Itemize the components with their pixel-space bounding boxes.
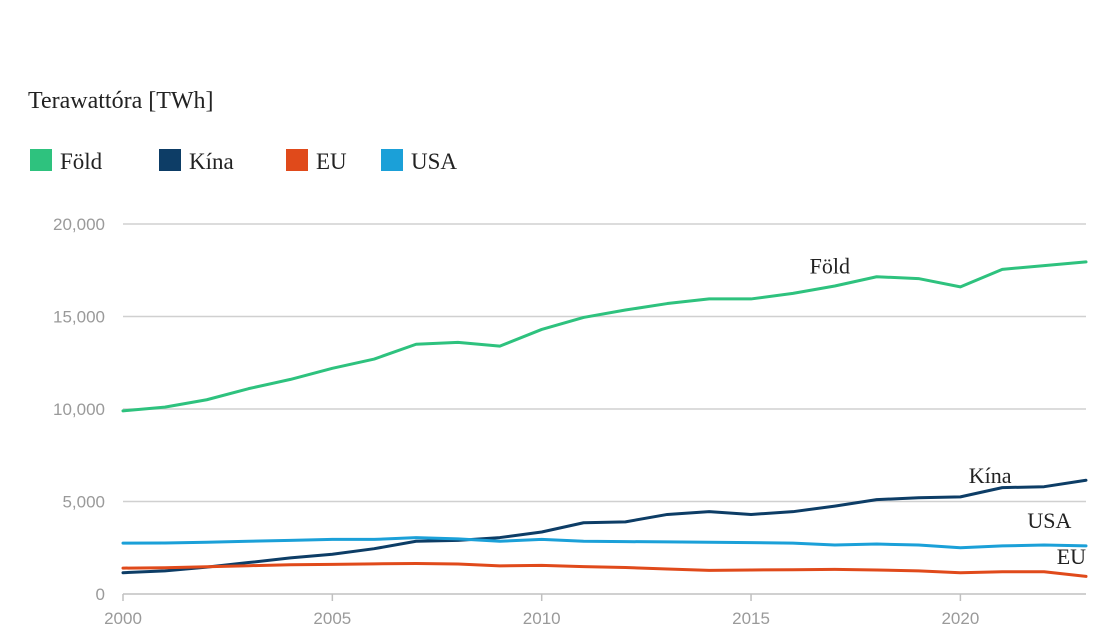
series-line-EU [121,561,1088,578]
series-labels: Föld Kína EU USA [810,253,1086,568]
x-tick-label: 2010 [523,609,561,628]
series-end-label: Föld [810,253,850,278]
x-axis-ticks: 2000 2005 2010 2015 2020 [104,594,979,628]
series-end-label: Kína [969,463,1012,488]
y-tick-label: 15,000 [53,308,105,327]
legend-swatch [30,149,52,171]
legend-item: USA [381,149,457,174]
legend-label: Kína [189,149,234,174]
y-tick-label: 20,000 [53,215,105,234]
y-tick-label: 0 [96,585,105,604]
series-line-Kína [121,478,1088,575]
series-line-Föld [121,260,1088,413]
legend: Föld Kína EU USA [30,149,457,174]
y-axis-ticks: 0 5,000 10,000 15,000 20,000 [53,215,105,604]
x-tick-label: 2005 [313,609,351,628]
x-tick-label: 2020 [941,609,979,628]
y-tick-label: 5,000 [62,493,105,512]
legend-swatch [286,149,308,171]
legend-swatch [159,149,181,171]
legend-item: EU [286,149,347,174]
series-end-label: USA [1027,508,1071,533]
legend-label: EU [316,149,347,174]
legend-item: Föld [30,149,103,174]
x-tick-label: 2000 [104,609,142,628]
series-end-label: EU [1057,544,1086,569]
gridlines [123,223,1086,595]
legend-label: USA [411,149,457,174]
series-line-USA [121,536,1088,550]
y-tick-label: 10,000 [53,400,105,419]
x-tick-label: 2015 [732,609,770,628]
legend-item: Kína [159,149,234,174]
series-lines [121,260,1088,578]
legend-swatch [381,149,403,171]
legend-label: Föld [60,149,103,174]
y-axis-label: Terawattóra [TWh] [28,88,214,114]
